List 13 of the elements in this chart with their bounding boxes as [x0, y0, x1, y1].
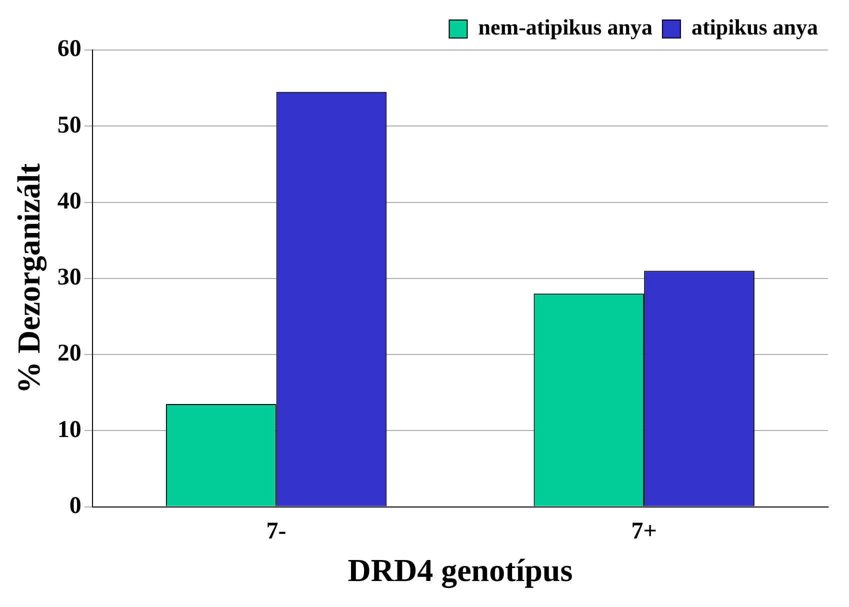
x-tick-label: 7-	[266, 518, 286, 544]
y-tick-label: 20	[57, 340, 82, 367]
x-axis-title: DRD4 genotípus	[348, 552, 573, 590]
y-tick-label: 60	[57, 36, 82, 62]
legend-label: atipikus anya	[691, 14, 818, 40]
x-tick-label: 7+	[631, 518, 657, 544]
y-tick-label: 0	[69, 493, 82, 520]
y-tick-label: 40	[57, 188, 82, 214]
y-tick-label: 10	[57, 416, 82, 443]
y-axis-title: % Dezorganizált	[10, 162, 48, 394]
y-tick-label: 50	[57, 112, 82, 138]
legend-label: nem-atipikus anya	[478, 14, 652, 40]
y-tick-label: 30	[57, 264, 82, 291]
